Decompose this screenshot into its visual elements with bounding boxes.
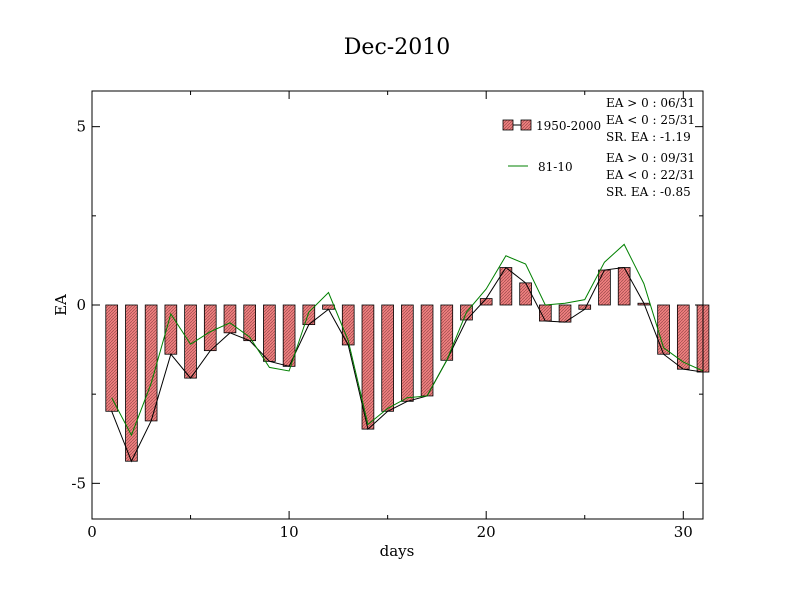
ticks-layer: 0 10 20 30 -5 0 5	[71, 91, 703, 541]
series-line	[111, 266, 703, 463]
bar	[617, 267, 631, 306]
x-tick-label: 30	[674, 523, 693, 541]
bar	[322, 304, 335, 310]
legend-stat: EA > 0 : 06/31	[606, 96, 695, 110]
chart-title: Dec-2010	[344, 35, 450, 60]
lines-layer	[111, 243, 703, 463]
bar	[223, 304, 237, 334]
bar	[598, 269, 611, 306]
y-tick-label: 5	[76, 118, 86, 136]
bar	[243, 304, 256, 342]
bars-layer	[105, 267, 710, 462]
bar	[420, 304, 434, 397]
legend-swatch-bar	[520, 119, 532, 131]
y-axis-label: EA	[52, 294, 70, 316]
bar	[263, 304, 276, 362]
y-tick-label: 0	[76, 296, 86, 314]
bar	[341, 304, 355, 346]
legend-stat: SR. EA : -0.85	[606, 185, 691, 199]
legend-swatch-bar	[502, 119, 514, 131]
legend: 1950-2000 EA > 0 : 06/31 EA < 0 : 25/31 …	[502, 96, 695, 199]
bar	[125, 304, 138, 462]
x-tick-label: 20	[477, 523, 496, 541]
bar	[381, 304, 394, 412]
bar	[519, 282, 532, 306]
bar	[401, 304, 414, 402]
x-axis-label: days	[380, 542, 415, 560]
x-tick-label: 0	[87, 523, 97, 541]
legend-stat: SR. EA : -1.19	[606, 130, 691, 144]
y-tick-label: -5	[71, 474, 86, 492]
bar	[144, 304, 158, 422]
legend-label-81-10: 81-10	[538, 160, 573, 174]
bar	[105, 304, 119, 412]
bar	[203, 304, 217, 352]
bar	[479, 298, 493, 306]
series-line	[111, 243, 703, 437]
legend-stat: EA < 0 : 22/31	[606, 168, 695, 182]
x-tick-label: 10	[280, 523, 299, 541]
legend-stat: EA > 0 : 09/31	[606, 151, 695, 165]
legend-stat: EA < 0 : 25/31	[606, 113, 695, 127]
legend-label-1950-2000: 1950-2000	[536, 119, 601, 133]
